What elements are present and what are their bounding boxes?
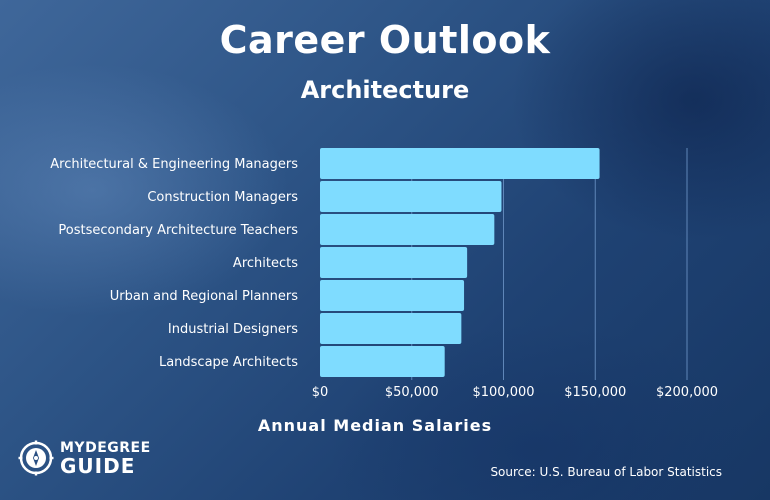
category-label: Architectural & Engineering Managers	[50, 157, 298, 172]
category-label: Industrial Designers	[168, 322, 298, 337]
category-label: Construction Managers	[147, 190, 298, 205]
category-label: Postsecondary Architecture Teachers	[58, 223, 298, 238]
x-tick-label: $150,000	[564, 385, 626, 400]
compass-icon	[18, 440, 54, 476]
bar	[320, 181, 502, 212]
x-tick-label: $100,000	[472, 385, 534, 400]
bar	[320, 214, 495, 245]
x-tick-label: $0	[312, 385, 329, 400]
category-labels: Architectural & Engineering Managers Cons…	[50, 157, 298, 370]
logo-line-1: MYDEGREE	[60, 439, 151, 456]
chart-subtitle: Architecture	[300, 76, 470, 104]
bar	[320, 148, 600, 179]
bars	[320, 148, 600, 377]
bar	[320, 313, 462, 344]
mydegreeguide-logo: MYDEGREE GUIDE	[18, 440, 151, 476]
bar	[320, 247, 468, 278]
x-tick-label: $200,000	[656, 385, 718, 400]
logo-line-2: GUIDE	[60, 453, 136, 478]
bar	[320, 280, 465, 311]
source-note: Source: U.S. Bureau of Labor Statistics	[490, 465, 722, 479]
x-tick-label: $50,000	[385, 385, 439, 400]
category-label: Urban and Regional Planners	[110, 289, 298, 304]
category-label: Landscape Architects	[159, 355, 298, 370]
x-axis-label: Annual Median Salaries	[257, 416, 493, 435]
category-label: Architects	[233, 256, 298, 271]
bar	[320, 346, 445, 377]
chart-title: Career Outlook	[219, 18, 551, 62]
x-tick-labels: $0 $50,000 $100,000 $150,000 $200,000	[312, 385, 718, 400]
